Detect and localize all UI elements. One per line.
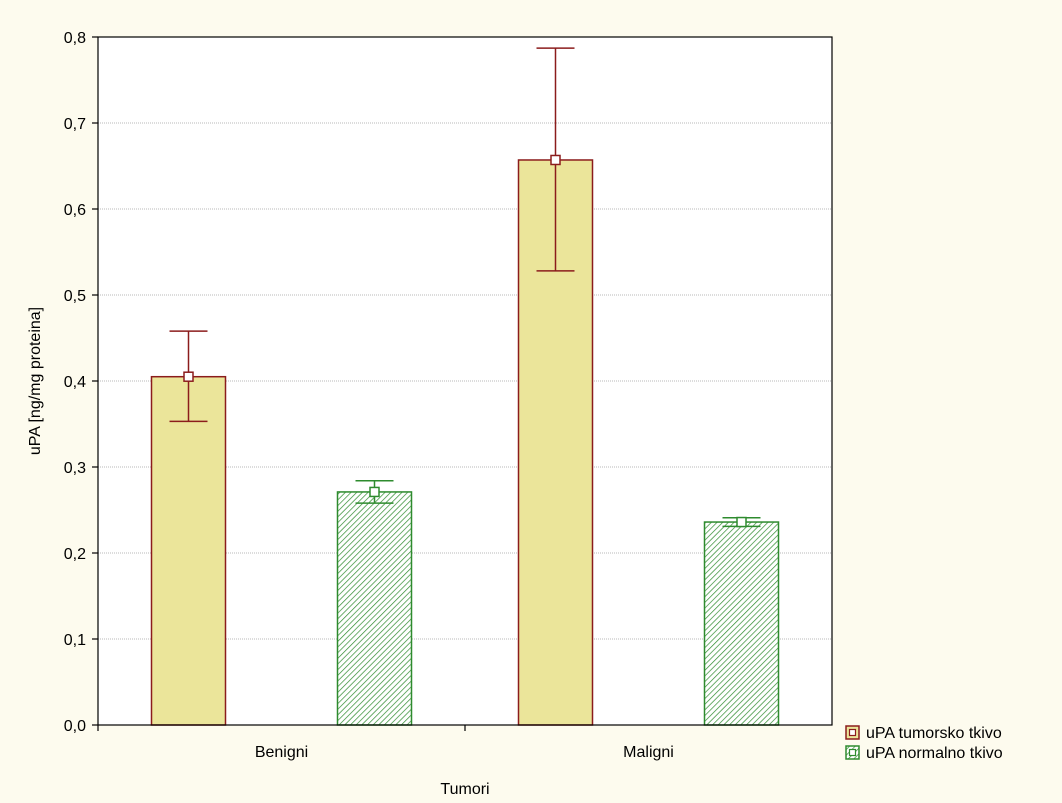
- legend-marker: [848, 728, 857, 737]
- y-tick-label: 0,7: [64, 116, 86, 133]
- y-tick-label: 0,8: [64, 30, 86, 47]
- legend: uPA tumorsko tkivo uPA normalno tkivo: [845, 725, 1003, 762]
- x-tick-label: Maligni: [623, 744, 674, 761]
- legend-label: uPA normalno tkivo: [866, 745, 1003, 762]
- x-axis-ticks: Benigni Maligni: [97, 725, 674, 761]
- bar: [150, 375, 227, 726]
- error-bars: [169, 47, 761, 528]
- y-axis-ticks: 0,0 0,1 0,2 0,3 0,4 0,5 0,6 0,7 0,8: [64, 30, 98, 735]
- x-tick-label: Benigni: [255, 744, 308, 761]
- y-tick-label: 0,0: [64, 718, 86, 735]
- x-axis-title: Tumori: [440, 781, 489, 798]
- y-tick-label: 0,1: [64, 632, 86, 649]
- y-tick-label: 0,5: [64, 288, 86, 305]
- bar: [336, 491, 413, 726]
- y-tick-label: 0,4: [64, 374, 86, 391]
- y-axis-title: uPA [ng/mg proteina]: [27, 307, 44, 455]
- y-tick-label: 0,2: [64, 546, 86, 563]
- mean-marker: [369, 486, 380, 498]
- mean-marker: [736, 516, 747, 528]
- mean-marker: [183, 371, 194, 382]
- y-tick-label: 0,6: [64, 202, 86, 219]
- legend-label: uPA tumorsko tkivo: [866, 725, 1002, 742]
- y-tick-label: 0,3: [64, 460, 86, 477]
- legend-marker: [848, 748, 857, 757]
- bar: [703, 521, 780, 726]
- mean-marker: [550, 154, 561, 166]
